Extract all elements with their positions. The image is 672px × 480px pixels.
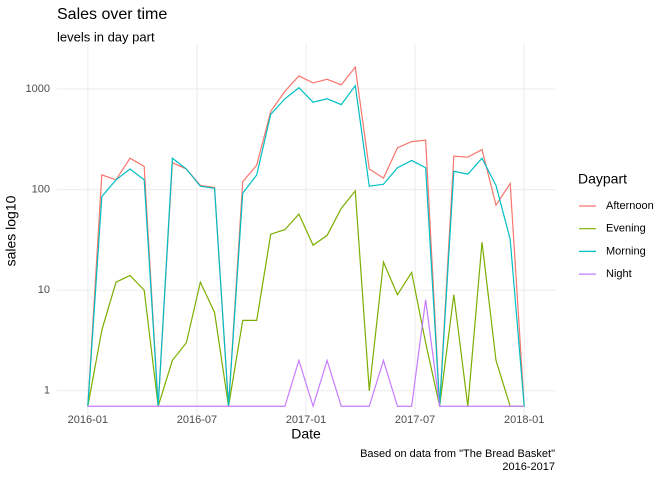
y-tick-label: 10 [38, 284, 50, 296]
grid [57, 44, 555, 416]
legend-label: Night [606, 268, 632, 280]
line-series [87, 84, 525, 407]
legend-title: Daypart [578, 171, 627, 187]
chart-subtitle: levels in day part [57, 29, 155, 44]
line-series [87, 299, 525, 409]
x-axis-label: Date [291, 426, 321, 442]
y-axis-label: sales log10 [3, 195, 19, 266]
x-tick-label: 2017-01 [286, 414, 326, 426]
legend-label: Morning [606, 245, 646, 257]
y-tick-label: 1000 [26, 83, 50, 95]
y-tick-label: 100 [32, 183, 50, 195]
line-series [87, 189, 525, 407]
caption: 2016-2017 [502, 461, 555, 473]
chart-title: Sales over time [57, 6, 167, 23]
legend-label: Evening [606, 223, 646, 235]
x-tick-label: 2016-01 [68, 414, 108, 426]
legend-label: Afternoon [606, 200, 654, 212]
x-tick-label: 2016-07 [177, 414, 217, 426]
caption: Based on data from "The Bread Basket" [360, 448, 555, 460]
y-tick-label: 1 [44, 385, 50, 397]
x-tick-label: 2018-01 [504, 414, 544, 426]
x-tick-label: 2017-07 [395, 414, 435, 426]
